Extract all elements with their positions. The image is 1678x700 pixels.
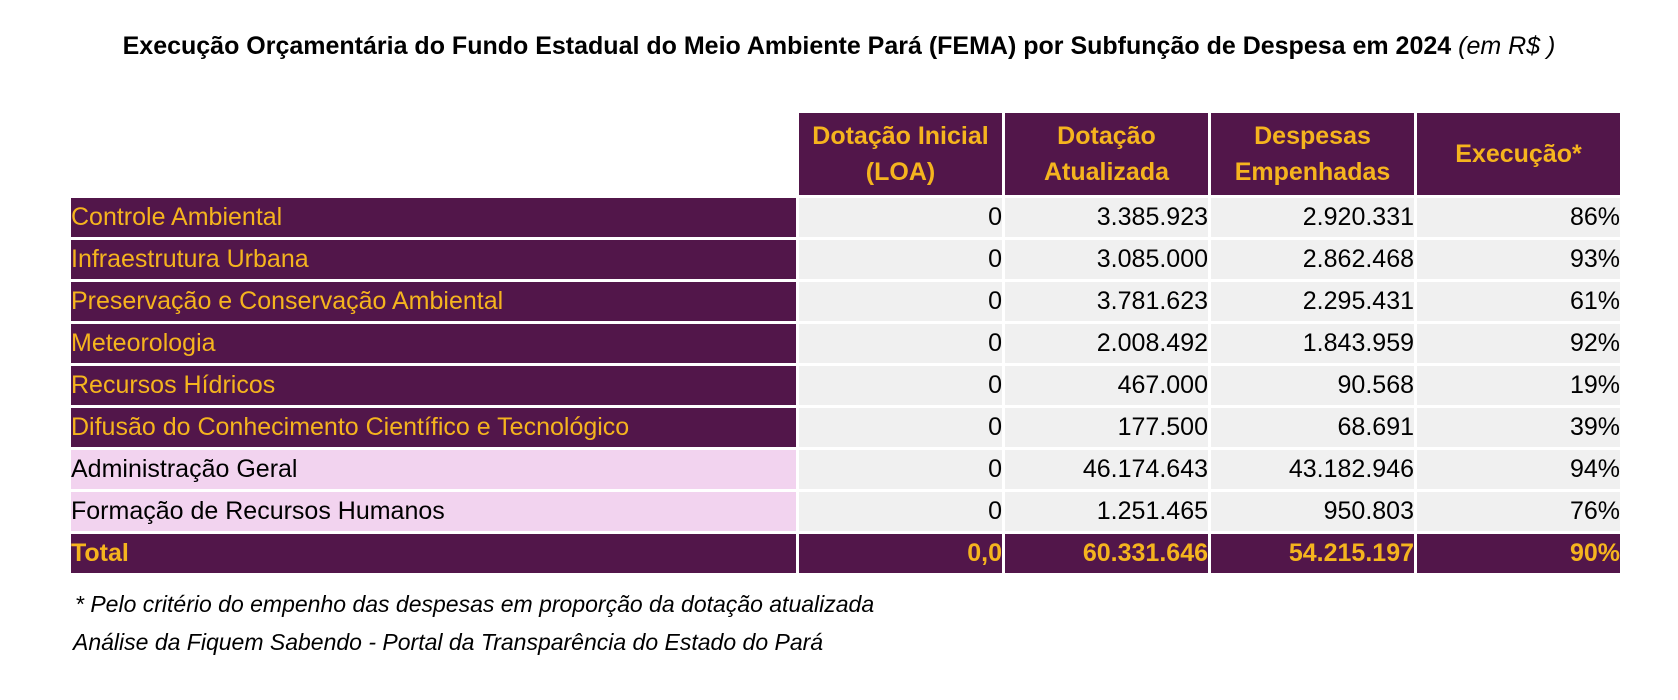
table-row: Infraestrutura Urbana 0 3.085.000 2.862.468…	[71, 240, 1620, 279]
row-updated-allocation: 2.008.492	[1005, 324, 1208, 363]
row-committed-expenses: 950.803	[1211, 492, 1414, 531]
table-header-row: Dotação Inicial (LOA) Dotação Atualizada…	[71, 113, 1620, 195]
row-execution: 92%	[1417, 324, 1620, 363]
row-label: Meteorologia	[71, 324, 796, 363]
row-label: Controle Ambiental	[71, 198, 796, 237]
row-label: Difusão do Conhecimento Científico e Tec…	[71, 408, 796, 447]
footnote-source: Análise da Fiquem Sabendo - Portal da Tr…	[73, 629, 824, 655]
header-updated-allocation: Dotação Atualizada	[1005, 113, 1208, 195]
row-label: Formação de Recursos Humanos	[71, 492, 796, 531]
row-execution: 39%	[1417, 408, 1620, 447]
row-committed-expenses: 68.691	[1211, 408, 1414, 447]
row-initial-allocation: 0	[799, 240, 1002, 279]
table-row: Formação de Recursos Humanos 0 1.251.465 95…	[71, 492, 1620, 531]
row-committed-expenses: 1.843.959	[1211, 324, 1414, 363]
total-row: Total 0,0 60.331.646 54.215.197 90%	[71, 534, 1620, 573]
header-blank-cell	[71, 113, 796, 195]
row-initial-allocation: 0	[799, 408, 1002, 447]
row-label: Administração Geral	[71, 450, 796, 489]
row-initial-allocation: 0	[799, 450, 1002, 489]
row-initial-allocation: 0	[799, 492, 1002, 531]
row-committed-expenses: 2.862.468	[1211, 240, 1414, 279]
row-updated-allocation: 177.500	[1005, 408, 1208, 447]
row-label: Preservação e Conservação Ambiental	[71, 282, 796, 321]
row-updated-allocation: 3.385.923	[1005, 198, 1208, 237]
table-row: Preservação e Conservação Ambiental 0 3.78…	[71, 282, 1620, 321]
row-execution: 19%	[1417, 366, 1620, 405]
total-updated: 60.331.646	[1005, 534, 1208, 573]
header-execution: Execução*	[1417, 113, 1620, 195]
row-initial-allocation: 0	[799, 324, 1002, 363]
total-execution: 90%	[1417, 534, 1620, 573]
table-row: Administração Geral 0 46.174.643 43.182.946…	[71, 450, 1620, 489]
table-row: Controle Ambiental 0 3.385.923 2.920.331 86%	[71, 198, 1620, 237]
row-updated-allocation: 1.251.465	[1005, 492, 1208, 531]
table-body: Controle Ambiental 0 3.385.923 2.920.331 86%…	[71, 198, 1620, 531]
header-committed-expenses: Despesas Empenhadas	[1211, 113, 1414, 195]
page-title: Execução Orçamentária do Fundo Estadual …	[0, 32, 1678, 61]
total-initial: 0,0	[799, 534, 1002, 573]
row-updated-allocation: 467.000	[1005, 366, 1208, 405]
row-committed-expenses: 2.295.431	[1211, 282, 1414, 321]
row-initial-allocation: 0	[799, 282, 1002, 321]
title-unit: (em R$ )	[1458, 32, 1556, 60]
row-execution: 94%	[1417, 450, 1620, 489]
footnote-criterion: * Pelo critério do empenho das despesas …	[75, 591, 875, 617]
row-committed-expenses: 90.568	[1211, 366, 1414, 405]
budget-table: Dotação Inicial (LOA) Dotação Atualizada…	[68, 110, 1623, 576]
title-main: Execução Orçamentária do Fundo Estadual …	[122, 32, 1452, 60]
row-updated-allocation: 3.781.623	[1005, 282, 1208, 321]
row-committed-expenses: 43.182.946	[1211, 450, 1414, 489]
row-committed-expenses: 2.920.331	[1211, 198, 1414, 237]
row-updated-allocation: 3.085.000	[1005, 240, 1208, 279]
row-execution: 61%	[1417, 282, 1620, 321]
header-initial-allocation: Dotação Inicial (LOA)	[799, 113, 1002, 195]
table-row: Recursos Hídricos 0 467.000 90.568 19%	[71, 366, 1620, 405]
row-initial-allocation: 0	[799, 198, 1002, 237]
row-updated-allocation: 46.174.643	[1005, 450, 1208, 489]
table-row: Meteorologia 0 2.008.492 1.843.959 92%	[71, 324, 1620, 363]
row-execution: 86%	[1417, 198, 1620, 237]
row-execution: 76%	[1417, 492, 1620, 531]
table-row: Difusão do Conhecimento Científico e Tec…	[71, 408, 1620, 447]
total-committed: 54.215.197	[1211, 534, 1414, 573]
row-label: Infraestrutura Urbana	[71, 240, 796, 279]
row-label: Recursos Hídricos	[71, 366, 796, 405]
row-initial-allocation: 0	[799, 366, 1002, 405]
row-execution: 93%	[1417, 240, 1620, 279]
total-label: Total	[71, 534, 796, 573]
